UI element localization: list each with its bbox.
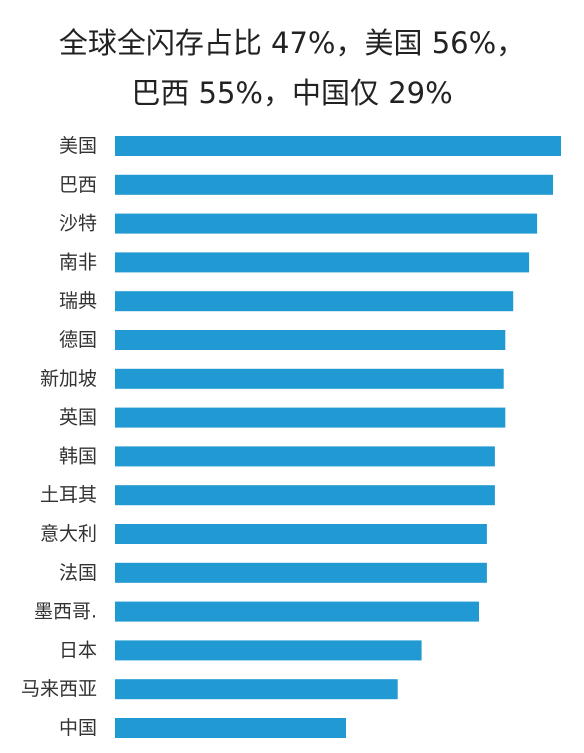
bar-7 — [115, 407, 506, 428]
bar-11 — [115, 562, 487, 583]
bar-10 — [115, 524, 487, 544]
bars — [115, 136, 561, 738]
bar-2 — [115, 213, 538, 234]
chart-title-line-1: 全球全闪存占比 47%，美国 56%， — [58, 26, 526, 60]
category-label-12: 墨西哥. — [34, 601, 97, 623]
category-label-8: 韩国 — [59, 445, 97, 467]
category-label-5: 德国 — [59, 329, 97, 351]
bar-15 — [115, 718, 346, 738]
bar-8 — [115, 446, 495, 467]
category-label-7: 英国 — [59, 407, 97, 429]
chart-title-line-2: 巴西 55%，中国仅 29% — [131, 76, 453, 110]
category-label-6: 新加坡 — [40, 368, 97, 390]
bar-4 — [115, 291, 514, 312]
category-label-2: 沙特 — [59, 213, 97, 235]
category-label-14: 马来西亚 — [21, 678, 97, 700]
category-label-15: 中国 — [59, 717, 97, 739]
bar-6 — [115, 368, 504, 389]
category-label-13: 日本 — [59, 639, 97, 661]
category-label-11: 法国 — [59, 562, 97, 584]
category-label-9: 土耳其 — [40, 484, 97, 506]
bar-14 — [115, 679, 398, 700]
bar-5 — [115, 330, 506, 350]
bar-12 — [115, 601, 479, 622]
bar-13 — [115, 640, 422, 661]
category-label-0: 美国 — [59, 135, 97, 157]
category-label-10: 意大利 — [40, 523, 97, 545]
category-label-1: 巴西 — [59, 174, 97, 196]
category-label-3: 南非 — [59, 251, 97, 273]
chart-title: 全球全闪存占比 47%，美国 56%， 巴西 55%，中国仅 29% — [0, 18, 584, 118]
bar-0 — [115, 136, 561, 156]
bar-1 — [115, 174, 553, 195]
category-label-4: 瑞典 — [59, 290, 97, 312]
bar-3 — [115, 252, 530, 273]
bar-9 — [115, 485, 495, 506]
